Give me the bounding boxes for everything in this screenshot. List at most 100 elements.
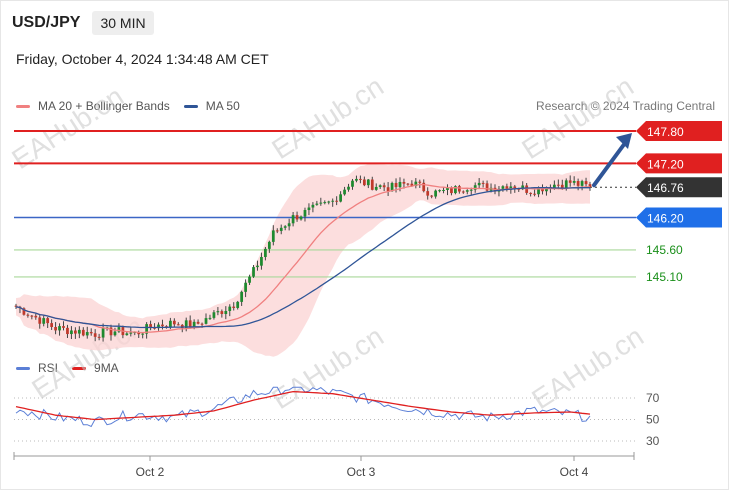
level-label-147-80: 147.80	[647, 125, 684, 139]
candle-body	[109, 327, 113, 336]
candle-body	[74, 330, 77, 334]
candle-body	[390, 182, 394, 192]
legend-9ma-label: 9MA	[94, 361, 119, 375]
candle-body	[54, 327, 57, 331]
candle-body	[552, 184, 556, 189]
candle-body	[149, 324, 152, 328]
legend-rsi: RSI	[16, 361, 58, 375]
candle-body	[113, 331, 117, 336]
candle-body	[42, 318, 46, 324]
candle-body	[327, 201, 331, 203]
candle-body	[216, 311, 220, 313]
candle-body	[192, 321, 196, 328]
candle-body	[299, 216, 303, 220]
candle-body	[362, 179, 366, 186]
candle-body	[224, 310, 228, 315]
candle-body	[513, 186, 517, 189]
candle-body	[176, 324, 180, 326]
candle-body	[169, 320, 172, 328]
level-label-145-60: 145.60	[646, 243, 683, 257]
projection-arrow-shaft	[592, 137, 630, 188]
candle-body	[465, 190, 469, 192]
watermark-text: EAHub.cn	[266, 70, 389, 165]
bollinger-band	[16, 163, 590, 357]
candle-body	[275, 230, 279, 232]
candle-body	[125, 333, 129, 336]
current-price-label: 146.76	[647, 181, 684, 195]
candle-body	[406, 183, 410, 185]
rsi-tick-50: 50	[646, 413, 660, 427]
candle-body	[473, 185, 477, 190]
candle-body	[204, 318, 208, 324]
timeframe-badge[interactable]: 30 MIN	[92, 11, 154, 35]
candle-body	[339, 194, 342, 202]
candle-body	[374, 186, 378, 190]
candle-body	[196, 321, 200, 324]
rsi-ma9-line	[15, 390, 591, 421]
rsi-tick-30: 30	[646, 434, 660, 448]
candle-body	[58, 326, 61, 331]
candle-body	[461, 191, 465, 193]
candle-body	[89, 332, 93, 334]
candle-body	[572, 181, 576, 183]
legend-9ma: 9MA	[72, 361, 119, 375]
rsi-tick-70: 70	[646, 391, 660, 405]
watermark-text: EAHub.cn	[526, 320, 649, 415]
candle-body	[537, 187, 540, 195]
candle-body	[70, 330, 73, 335]
candle-body	[256, 265, 259, 268]
candle-body	[264, 248, 267, 258]
candle-body	[323, 202, 327, 204]
ma50-line	[15, 186, 591, 329]
candle-body	[228, 306, 232, 311]
legend-ma20-bb: MA 20 + Bollinger Bands	[16, 99, 170, 113]
candle-body	[418, 181, 422, 183]
candle-body	[394, 182, 398, 188]
candle-body	[30, 315, 34, 317]
candle-body	[50, 323, 54, 328]
candle-body	[232, 306, 236, 308]
candle-body	[505, 186, 509, 190]
candle-body	[454, 186, 457, 194]
candle-body	[157, 324, 160, 329]
candle-body	[343, 189, 346, 195]
level-label-146-20: 146.20	[647, 211, 684, 225]
level-label-bg-147-20	[636, 153, 722, 174]
candle-body	[568, 180, 572, 183]
candle-body	[351, 180, 354, 187]
ma20-line	[15, 183, 590, 334]
candle-body	[77, 329, 81, 334]
candle-body	[580, 181, 584, 186]
candle-body	[331, 200, 335, 202]
datetime-label: Friday, October 4, 2024 1:34:48 AM CET	[16, 51, 269, 67]
candle-body	[137, 332, 141, 335]
candle-body	[533, 193, 536, 195]
candle-body	[402, 181, 406, 184]
candle-body	[370, 179, 374, 190]
ma50-swatch	[183, 104, 198, 108]
candle-body	[319, 202, 323, 204]
candle-body	[517, 188, 521, 190]
candle-body	[14, 305, 18, 307]
candle-body	[129, 332, 133, 334]
candle-body	[398, 181, 402, 188]
candle-body	[588, 184, 592, 188]
level-label-bg-146-20	[636, 207, 722, 228]
candle-body	[260, 257, 263, 266]
x-tick-label: Oct 4	[560, 465, 589, 479]
candle-body	[184, 320, 188, 329]
candle-body	[236, 301, 240, 308]
chart-header: USD/JPY 30 MIN	[12, 10, 154, 36]
candle-body	[481, 182, 485, 184]
current-price-bg	[636, 177, 722, 198]
candle-body	[46, 318, 50, 324]
candle-body	[22, 308, 26, 315]
candle-body	[355, 178, 358, 181]
rsi-swatch	[16, 366, 30, 370]
candle-body	[252, 267, 255, 277]
x-tick-label: Oct 3	[347, 465, 376, 479]
candle-body	[62, 326, 65, 328]
candle-body	[271, 230, 275, 242]
